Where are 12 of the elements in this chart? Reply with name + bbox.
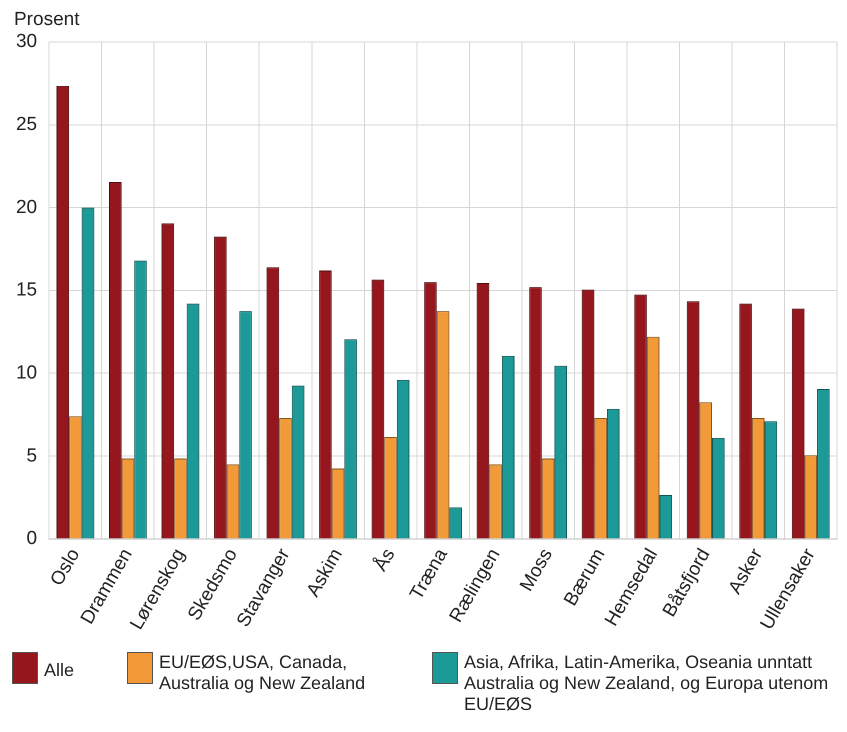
y-tick-label: 20 (16, 196, 38, 218)
x-tick-label: Ås (369, 544, 400, 575)
y-axis-title: Prosent (14, 9, 80, 30)
y-tick-label: 5 (26, 445, 38, 466)
y-tick-label: 30 (16, 31, 38, 52)
legend-label: EU/EØS,USA, Canada, Australia og New Zealand (159, 652, 366, 694)
y-tick-label: 25 (16, 114, 38, 136)
y-tick-label: 10 (16, 362, 38, 384)
legend-label: Asia, Afrika, Latin-Amerika, Oseania unntatt Australia og New Zealand, og Europa utenom EU/EØS (464, 652, 830, 715)
legend-label: Alle (44, 660, 74, 681)
y-tick-label: 15 (16, 280, 38, 301)
y-tick-label: 0 (26, 528, 38, 550)
